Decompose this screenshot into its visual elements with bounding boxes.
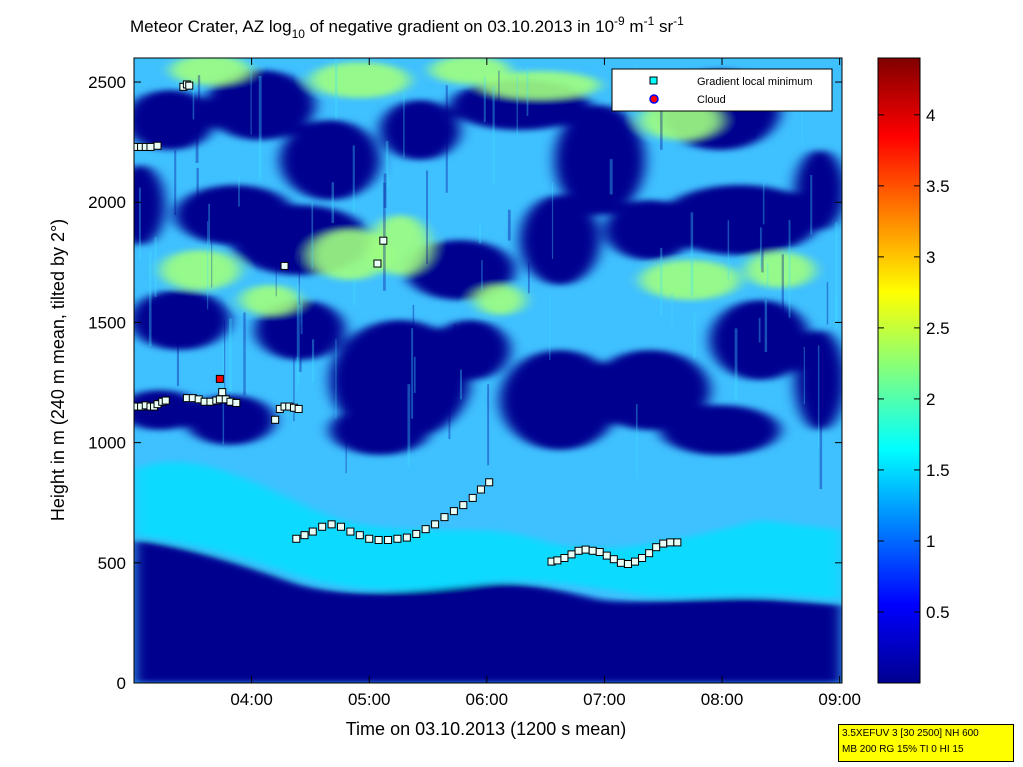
gradient-min-marker	[567, 550, 576, 559]
legend-marker-gradient-min	[649, 76, 658, 85]
x-axis: 04:00 05:00 06:00 07:00 08:00 09:00	[230, 58, 861, 709]
legend: Gradient local minimum Cloud	[611, 68, 833, 112]
colorbar-gradient	[878, 58, 920, 683]
gradient-min-marker	[588, 546, 597, 555]
gradient-min-marker	[355, 531, 364, 540]
gradient-min-marker	[402, 533, 411, 542]
gradient-min-marker	[336, 522, 345, 531]
gradient-min-marker	[449, 507, 458, 516]
gradient-min-marker	[638, 554, 647, 562]
gradient-min-marker	[271, 415, 280, 424]
gradient-min-marker	[440, 513, 449, 522]
gradient-min-marker	[365, 534, 374, 543]
gradient-min-marker	[560, 554, 569, 562]
colorbar-frame	[877, 57, 921, 684]
parameter-info-box: 3.5XEFUV 3 [30 2500] NH 600 MB 200 RG 15…	[838, 724, 1014, 762]
gradient-min-marker	[421, 525, 430, 534]
legend-marker-cloud	[649, 94, 659, 104]
gradient-min-marker	[318, 522, 327, 531]
info-line-2: MB 200 RG 15% TI 0 HI 15	[842, 744, 964, 755]
colorbar-tick-label: 3.5	[926, 177, 950, 196]
gradient-min-marker	[673, 538, 682, 547]
heatmap-plot-area	[134, 58, 842, 683]
gradient-min-marker	[374, 535, 383, 544]
y-tick-label: 1500	[88, 313, 126, 332]
gradient-min-marker	[412, 529, 421, 538]
plot-frame	[133, 57, 843, 684]
y-axis: 0 500 1000 1500 2000 2500	[88, 73, 842, 693]
gradient-min-marker	[379, 236, 388, 245]
gradient-min-marker	[292, 534, 301, 543]
colorbar-tick-label: 0.5	[926, 603, 950, 622]
legend-label-gradient-min: Gradient local minimum	[697, 76, 813, 88]
gradient-min-marker	[308, 527, 317, 536]
y-axis-label: Height in m (240 m mean, tilted by 2°)	[48, 219, 68, 521]
colorbar-tick-label: 2.5	[926, 319, 950, 338]
x-tick-label: 05:00	[348, 690, 391, 709]
gradient-min-marker	[161, 396, 170, 405]
x-axis-label: Time on 03.10.2013 (1200 s mean)	[346, 719, 627, 739]
gradient-min-marker	[659, 539, 668, 548]
y-tick-label: 2500	[88, 73, 126, 92]
y-tick-label: 500	[98, 554, 126, 573]
gradient-min-marker	[553, 556, 562, 565]
gradient-min-marker	[609, 555, 618, 564]
gradient-min-marker	[602, 551, 611, 560]
gradient-min-marker	[373, 259, 382, 268]
colorbar-tick-label: 3	[926, 248, 935, 267]
gradient-min-marker	[616, 558, 625, 567]
gradient-min-marker	[666, 538, 675, 547]
colorbar-tick-label: 4	[926, 106, 935, 125]
gradient-min-marker	[581, 545, 590, 554]
gradient-min-marker	[574, 546, 583, 555]
gradient-min-marker	[146, 142, 155, 151]
gradient-min-marker	[485, 478, 494, 487]
gradient-min-marker	[300, 531, 309, 540]
gradient-min-marker	[595, 547, 604, 556]
gradient-min-marker	[294, 404, 303, 413]
legend-label-cloud: Cloud	[697, 94, 726, 106]
gradient-min-marker	[232, 398, 241, 407]
colorbar-tick-label: 1	[926, 532, 935, 551]
gradient-min-marker	[623, 560, 632, 569]
gradient-min-marker	[459, 501, 468, 510]
gradient-min-marker	[476, 485, 485, 494]
gradient-min-marker	[631, 557, 640, 566]
gradient-min-marker	[185, 81, 194, 90]
x-tick-label: 04:00	[230, 690, 273, 709]
y-tick-label: 2000	[88, 193, 126, 212]
x-tick-label: 08:00	[701, 690, 744, 709]
gradient-min-marker	[280, 261, 289, 270]
colorbar-tick-label: 1.5	[926, 461, 950, 480]
gradient-min-marker	[393, 534, 402, 543]
y-tick-label: 0	[117, 674, 126, 693]
gradient-min-marker	[652, 543, 661, 552]
chart-title: Meteor Crater, AZ log10 of negative grad…	[130, 14, 684, 41]
cloud-marker	[215, 374, 224, 383]
marker-layer	[134, 80, 682, 569]
info-line-1: 3.5XEFUV 3 [30 2500] NH 600	[842, 728, 979, 739]
gradient-min-marker	[468, 493, 477, 502]
y-tick-label: 1000	[88, 434, 126, 453]
gradient-min-marker	[153, 141, 162, 150]
legend-box	[611, 68, 833, 112]
gradient-min-marker	[346, 527, 355, 536]
gradient-min-marker	[431, 520, 440, 529]
gradient-min-marker	[327, 520, 336, 529]
x-tick-label: 07:00	[583, 690, 626, 709]
colorbar-tick-label: 2	[926, 390, 935, 409]
gradient-min-marker	[384, 535, 393, 544]
x-tick-label: 09:00	[818, 690, 861, 709]
gradient-min-marker	[645, 549, 654, 558]
colorbar: 0.5 1 1.5 2 2.5 3 3.5 4	[877, 57, 950, 684]
gradient-min-marker	[218, 388, 227, 397]
x-tick-label: 06:00	[466, 690, 509, 709]
